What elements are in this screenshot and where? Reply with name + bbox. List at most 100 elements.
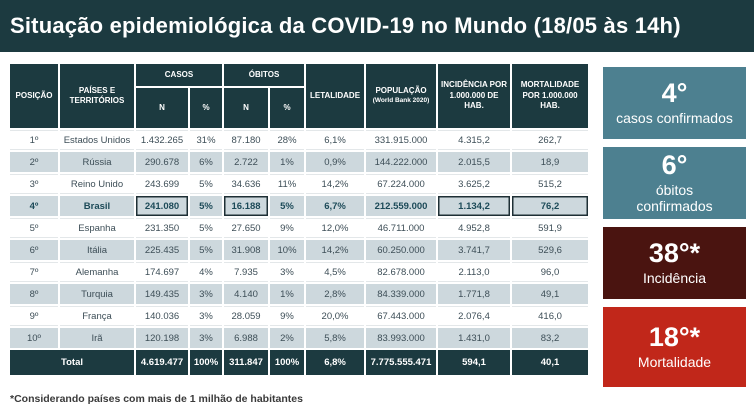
cell-population: 60.250.000 [366, 240, 437, 260]
table-row: 9º França 140.036 3% 28.059 9% 20,0% 67.… [10, 306, 589, 326]
total-lethality: 6,8% [306, 350, 365, 375]
callout-deaths-rank: 6° óbitos confirmados [603, 147, 746, 219]
cell-deaths-pct: 5% [270, 196, 305, 216]
cell-cases-n: 243.699 [136, 174, 188, 194]
cell-deaths-n: 34.636 [224, 174, 269, 194]
table-row: 5º Espanha 231.350 5% 27.650 9% 12,0% 46… [10, 218, 589, 238]
cell-country: Rússia [60, 152, 134, 172]
cell-mortality: 96,0 [512, 262, 589, 282]
cell-country: Irã [60, 328, 134, 348]
cell-lethality: 12,0% [306, 218, 365, 238]
cell-country: Estados Unidos [60, 130, 134, 150]
callout-cases-rank: 4° casos confirmados [603, 67, 746, 139]
table-row: 10º Irã 120.198 3% 6.988 2% 5,8% 83.993.… [10, 328, 589, 348]
table-row: 4º Brasil 241.080 5% 16.188 5% 6,7% 212.… [10, 196, 589, 216]
cell-cases-pct: 3% [190, 306, 223, 326]
page-title: Situação epidemiológica da COVID-19 no M… [10, 13, 681, 38]
cell-deaths-pct: 9% [270, 306, 305, 326]
total-row: Total 4.619.477 100% 311.847 100% 6,8% 7… [10, 350, 589, 375]
header-position: POSIÇÃO [10, 64, 58, 128]
cell-cases-n: 290.678 [136, 152, 188, 172]
table-row: 1º Estados Unidos 1.432.265 31% 87.180 2… [10, 130, 589, 150]
total-incidence: 594,1 [438, 350, 511, 375]
cell-cases-pct: 5% [190, 196, 223, 216]
header-deaths-pct: % [270, 88, 305, 128]
header-deaths-n: N [224, 88, 269, 128]
cell-deaths-pct: 28% [270, 130, 305, 150]
cell-mortality: 18,9 [512, 152, 589, 172]
cell-deaths-n: 28.059 [224, 306, 269, 326]
cell-incidence: 2.015,5 [438, 152, 511, 172]
cell-population: 144.222.000 [366, 152, 437, 172]
cell-incidence: 2.113,0 [438, 262, 511, 282]
cell-deaths-n: 27.650 [224, 218, 269, 238]
cell-deaths-n: 87.180 [224, 130, 269, 150]
cell-incidence: 4.952,8 [438, 218, 511, 238]
header-deaths-group: ÓBITOS [224, 64, 305, 86]
header-cases-group: CASOS [136, 64, 223, 86]
cell-mortality: 49,1 [512, 284, 589, 304]
cell-mortality: 515,2 [512, 174, 589, 194]
cell-lethality: 14,2% [306, 174, 365, 194]
total-mortality: 40,1 [512, 350, 589, 375]
cell-incidence: 1.771,8 [438, 284, 511, 304]
header-cases-pct: % [190, 88, 223, 128]
cell-cases-n: 231.350 [136, 218, 188, 238]
cell-deaths-n: 16.188 [224, 196, 269, 216]
cell-incidence: 4.315,2 [438, 130, 511, 150]
cell-position: 10º [10, 328, 58, 348]
header-countries: PAÍSES E TERRITÓRIOS [60, 64, 134, 128]
title-bar: Situação epidemiológica da COVID-19 no M… [0, 0, 754, 52]
cell-population: 82.678.000 [366, 262, 437, 282]
callout-cases-rank-label: casos confirmados [616, 109, 733, 126]
callout-deaths-rank-label: óbitos confirmados [636, 181, 713, 214]
table-row: 2º Rússia 290.678 6% 2.722 1% 0,9% 144.2… [10, 152, 589, 172]
content-area: POSIÇÃO PAÍSES E TERRITÓRIOS CASOS ÓBITO… [8, 62, 746, 405]
callout-incidence-rank-number: 38°* [648, 237, 701, 268]
cell-position: 6º [10, 240, 58, 260]
cell-lethality: 4,5% [306, 262, 365, 282]
cell-deaths-n: 6.988 [224, 328, 269, 348]
cell-deaths-n: 4.140 [224, 284, 269, 304]
cell-cases-pct: 5% [190, 218, 223, 238]
cell-country: Reino Unido [60, 174, 134, 194]
cell-incidence: 1.134,2 [438, 196, 511, 216]
table-row: 7º Alemanha 174.697 4% 7.935 3% 4,5% 82.… [10, 262, 589, 282]
callout-deaths-rank-number: 6° [661, 149, 688, 180]
cell-incidence: 1.431,0 [438, 328, 511, 348]
cell-cases-n: 1.432.265 [136, 130, 188, 150]
total-label: Total [10, 350, 134, 375]
cell-lethality: 14,2% [306, 240, 365, 260]
table-row: 3º Reino Unido 243.699 5% 34.636 11% 14,… [10, 174, 589, 194]
table-row: 6º Itália 225.435 5% 31.908 10% 14,2% 60… [10, 240, 589, 260]
cell-cases-pct: 6% [190, 152, 223, 172]
cell-population: 331.915.000 [366, 130, 437, 150]
cell-deaths-pct: 2% [270, 328, 305, 348]
callout-mortality-rank-number: 18°* [648, 321, 701, 352]
total-cases-pct: 100% [190, 350, 223, 375]
cell-position: 2º [10, 152, 58, 172]
header-cases-n: N [136, 88, 188, 128]
cell-cases-pct: 3% [190, 328, 223, 348]
cell-population: 46.711.000 [366, 218, 437, 238]
header-population-label: POPULAÇÃO [375, 86, 427, 96]
cell-lethality: 20,0% [306, 306, 365, 326]
cell-position: 7º [10, 262, 58, 282]
cell-deaths-pct: 1% [270, 284, 305, 304]
cell-cases-n: 140.036 [136, 306, 188, 326]
covid-table-wrap: POSIÇÃO PAÍSES E TERRITÓRIOS CASOS ÓBITO… [8, 62, 590, 405]
cell-deaths-pct: 11% [270, 174, 305, 194]
cell-incidence: 3.741,7 [438, 240, 511, 260]
cell-country: Alemanha [60, 262, 134, 282]
cell-mortality: 529,6 [512, 240, 589, 260]
cell-mortality: 83,2 [512, 328, 589, 348]
cell-mortality: 262,7 [512, 130, 589, 150]
cell-incidence: 2.076,4 [438, 306, 511, 326]
callout-cases-rank-number: 4° [661, 77, 688, 108]
callout-incidence-rank-label: Incidência [642, 269, 707, 286]
cell-deaths-pct: 10% [270, 240, 305, 260]
cell-population: 212.559.000 [366, 196, 437, 216]
cell-population: 84.339.000 [366, 284, 437, 304]
header-incidence: INCIDÊNCIA POR 1.000.000 DE HAB. [438, 64, 511, 128]
